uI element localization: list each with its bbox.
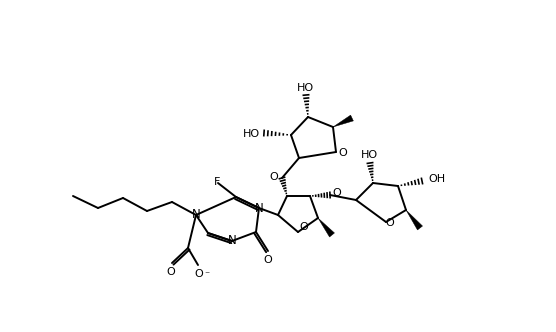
Text: HO: HO (243, 129, 260, 139)
Text: O: O (195, 269, 203, 279)
Text: O: O (332, 188, 341, 198)
Text: O: O (269, 172, 278, 182)
Text: O: O (167, 267, 175, 277)
Text: HO: HO (360, 150, 378, 160)
Text: N: N (255, 202, 264, 214)
Text: ⁻: ⁻ (205, 270, 210, 280)
Text: F: F (214, 177, 220, 187)
Text: HO: HO (296, 83, 314, 93)
Text: OH: OH (428, 174, 445, 184)
Polygon shape (406, 210, 423, 230)
Text: N: N (227, 234, 236, 247)
Polygon shape (318, 218, 335, 237)
Text: O: O (264, 255, 272, 265)
Text: O: O (300, 222, 309, 232)
Text: O: O (386, 218, 394, 228)
Text: N: N (192, 208, 200, 221)
Text: O: O (338, 148, 347, 158)
Polygon shape (333, 115, 354, 127)
